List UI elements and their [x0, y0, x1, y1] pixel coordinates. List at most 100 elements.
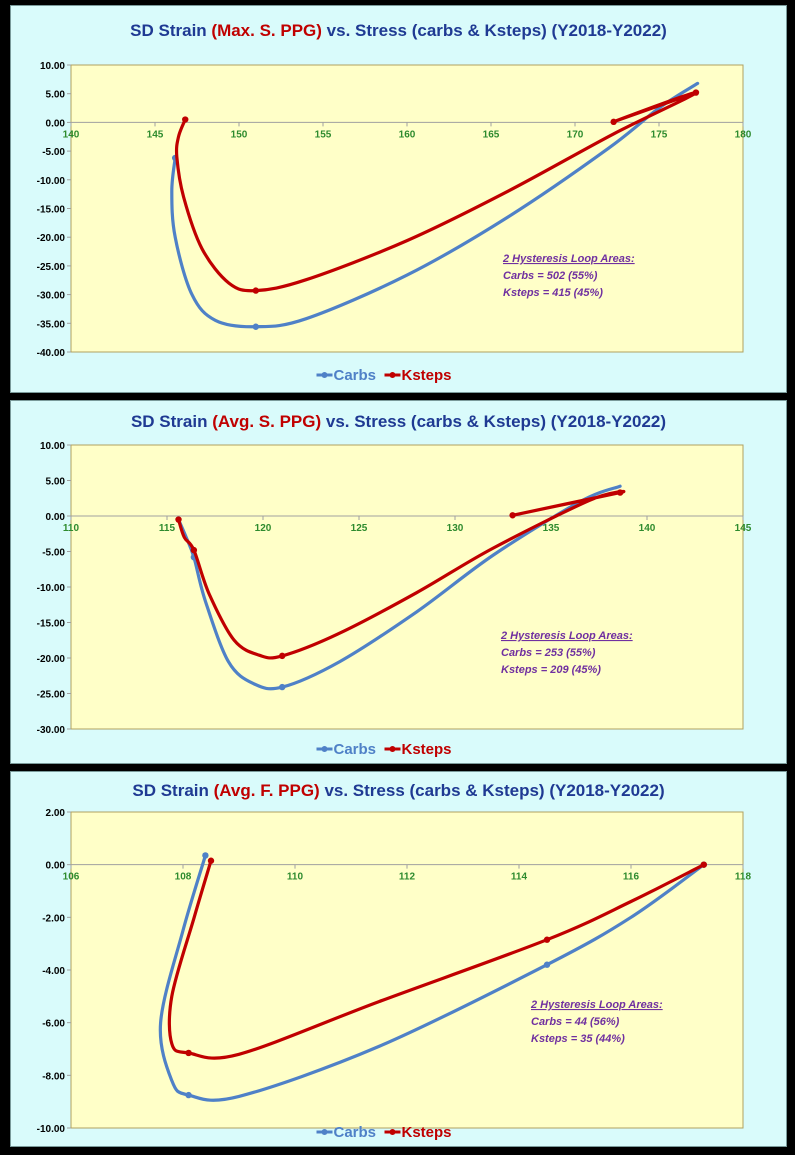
y-tick-label: -6.00	[42, 1019, 65, 1030]
chart-svg: SD Strain (Avg. S. PPG) vs. Stress (carb…	[37, 412, 752, 758]
y-tick-label: 0.00	[46, 512, 66, 523]
chart-title-highlight: (Avg. S. PPG)	[212, 412, 321, 431]
x-tick-label: 116	[623, 872, 640, 883]
annotation-line: Ksteps = 209 (45%)	[501, 664, 601, 676]
x-tick-label: 115	[159, 523, 176, 534]
chart-panel-avg-f-ppg: SD Strain (Avg. F. PPG) vs. Stress (carb…	[10, 771, 787, 1147]
series-line-ksteps	[167, 859, 706, 1060]
chart-title-highlight: (Max. S. PPG)	[211, 21, 322, 40]
x-tick-label: 145	[147, 129, 164, 140]
annotation-line: Carbs = 502 (55%)	[503, 270, 598, 282]
y-tick-label: 10.00	[40, 441, 65, 452]
chart-title-prefix: SD Strain	[132, 781, 213, 800]
x-tick-label: 106	[63, 872, 80, 883]
y-tick-label: 0.00	[46, 861, 66, 872]
legend-label-ksteps: Ksteps	[402, 367, 452, 384]
annotation-line: Carbs = 253 (55%)	[501, 647, 596, 659]
y-tick-label: -2.00	[42, 913, 65, 924]
legend-label-carbs: Carbs	[334, 367, 377, 384]
y-tick-label: -10.00	[37, 1124, 66, 1135]
x-tick-label: 125	[351, 523, 368, 534]
chart-title: SD Strain (Avg. S. PPG) vs. Stress (carb…	[131, 412, 666, 431]
x-tick-label: 155	[315, 129, 332, 140]
x-tick-label: 145	[735, 523, 752, 534]
chart-title-highlight: (Avg. F. PPG)	[214, 781, 320, 800]
data-point-carbs	[543, 961, 551, 968]
legend-marker-carbs	[321, 746, 328, 752]
legend-label-carbs: Carbs	[334, 1124, 377, 1141]
x-tick-label: 110	[287, 872, 304, 883]
y-tick-label: -10.00	[37, 176, 66, 187]
legend-marker-ksteps	[389, 746, 396, 752]
data-point-ksteps	[509, 512, 516, 519]
data-point-ksteps	[182, 116, 189, 123]
x-tick-label: 130	[447, 523, 464, 534]
chart-title-suffix: vs. Stress (carbs & Ksteps) (Y2018-Y2022…	[321, 412, 666, 431]
y-tick-label: 2.00	[46, 808, 66, 819]
annotation-line: Carbs = 44 (56%)	[531, 1016, 620, 1028]
plot-area	[70, 64, 744, 353]
x-tick-label: 114	[511, 872, 528, 883]
y-tick-label: -40.00	[37, 348, 66, 359]
data-point-carbs	[252, 323, 259, 330]
annotation-heading: 2 Hysteresis Loop Areas:	[530, 999, 663, 1011]
x-tick-label: 150	[231, 129, 248, 140]
chart-title-prefix: SD Strain	[130, 21, 211, 40]
data-point-ksteps	[616, 489, 624, 496]
data-point-ksteps	[700, 861, 707, 868]
legend-marker-ksteps	[389, 372, 396, 378]
y-tick-label: 10.00	[40, 61, 65, 72]
y-tick-label: -25.00	[37, 690, 66, 701]
legend-label-carbs: Carbs	[334, 741, 377, 758]
legend-marker-ksteps	[389, 1129, 396, 1135]
legend-marker-carbs	[321, 1129, 328, 1135]
y-tick-label: -4.00	[42, 966, 65, 977]
annotation-line: Ksteps = 415 (45%)	[503, 287, 603, 299]
y-tick-label: -20.00	[37, 233, 66, 244]
x-tick-label: 170	[567, 129, 584, 140]
series-line-carbs	[170, 81, 700, 329]
y-tick-label: -35.00	[37, 319, 66, 330]
legend-label-ksteps: Ksteps	[402, 741, 452, 758]
series-line-carbs	[158, 853, 706, 1102]
data-point-ksteps	[692, 89, 700, 96]
data-point-ksteps	[207, 857, 215, 864]
chart-title: SD Strain (Max. S. PPG) vs. Stress (carb…	[130, 21, 667, 40]
data-point-ksteps	[543, 936, 551, 943]
y-tick-label: -25.00	[37, 262, 66, 273]
x-tick-label: 140	[63, 129, 80, 140]
data-point-carbs	[202, 852, 209, 859]
chart-panel-max-s-ppg: SD Strain (Max. S. PPG) vs. Stress (carb…	[10, 5, 787, 393]
data-point-ksteps	[185, 1049, 192, 1057]
x-tick-label: 160	[399, 129, 416, 140]
x-tick-label: 110	[63, 523, 80, 534]
chart-svg: SD Strain (Max. S. PPG) vs. Stress (carb…	[37, 21, 752, 384]
data-point-ksteps	[610, 118, 617, 126]
series-line-ksteps	[176, 489, 626, 660]
data-point-carbs	[185, 1091, 192, 1099]
x-tick-label: 108	[175, 872, 192, 883]
chart-title-suffix: vs. Stress (carbs & Ksteps) (Y2018-Y2022…	[320, 781, 665, 800]
y-tick-label: -15.00	[37, 205, 66, 216]
annotation-line: Ksteps = 35 (44%)	[531, 1033, 625, 1045]
chart-title-suffix: vs. Stress (carbs & Ksteps) (Y2018-Y2022…	[322, 21, 667, 40]
data-point-ksteps	[175, 516, 182, 523]
data-point-carbs	[279, 683, 286, 691]
x-tick-label: 140	[639, 523, 656, 534]
y-tick-label: 0.00	[46, 118, 66, 129]
y-tick-label: -5.00	[42, 147, 65, 158]
y-tick-label: -10.00	[37, 583, 66, 594]
y-tick-label: -5.00	[42, 548, 65, 559]
chart-panel-avg-s-ppg: SD Strain (Avg. S. PPG) vs. Stress (carb…	[10, 400, 787, 764]
y-tick-label: -15.00	[37, 619, 66, 630]
data-point-ksteps	[190, 546, 198, 554]
chart-title-prefix: SD Strain	[131, 412, 212, 431]
y-tick-label: 5.00	[46, 90, 66, 101]
chart-title: SD Strain (Avg. F. PPG) vs. Stress (carb…	[132, 781, 664, 800]
x-tick-label: 120	[255, 523, 272, 534]
chart-svg: SD Strain (Avg. F. PPG) vs. Stress (carb…	[37, 781, 752, 1141]
y-tick-label: 5.00	[46, 477, 66, 488]
data-point-ksteps	[252, 287, 259, 294]
x-tick-label: 112	[399, 872, 416, 883]
plot-area	[70, 444, 744, 730]
